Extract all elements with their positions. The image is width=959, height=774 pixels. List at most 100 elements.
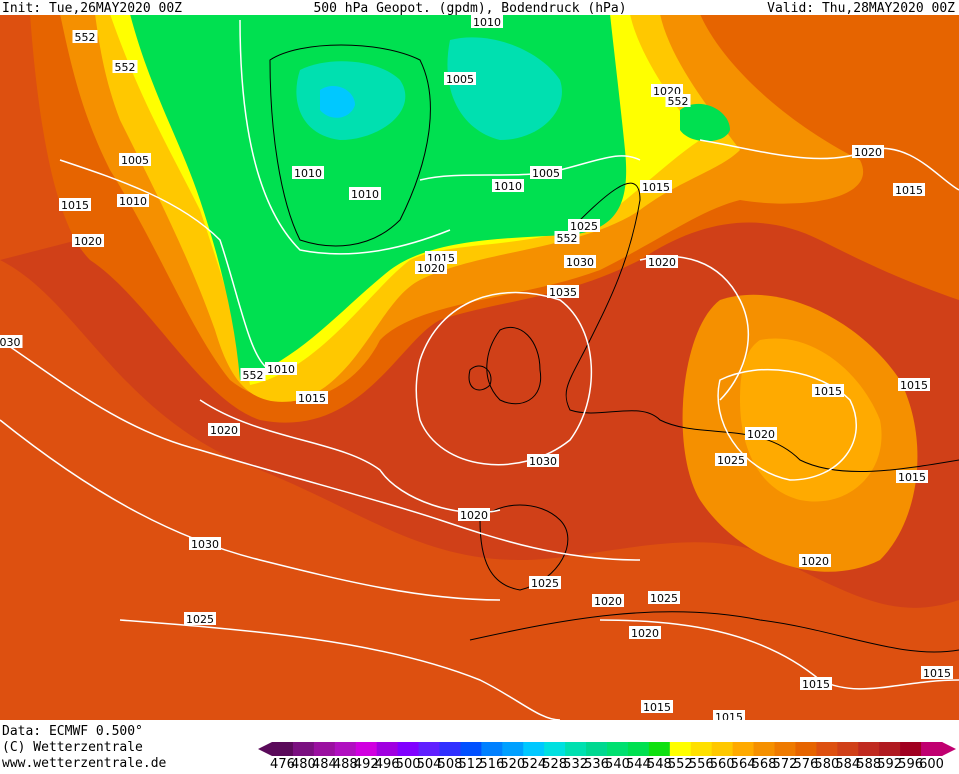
map-background	[0, 14, 959, 720]
contour-label: 1020	[210, 424, 238, 437]
colorbar-swatch	[397, 742, 420, 756]
colorbar-label: 552	[668, 757, 693, 770]
colorbar-label: 600	[919, 757, 944, 770]
contour-label-box	[444, 72, 476, 85]
colorbar-swatch	[648, 742, 671, 756]
contour-label: 1020	[648, 256, 676, 269]
colorbar-label: 528	[542, 757, 567, 770]
colorbar-swatch	[313, 742, 336, 756]
contour-label: 1005	[446, 73, 474, 86]
colorbar-label: 524	[521, 757, 546, 770]
contour-label-box	[72, 234, 104, 247]
contour-label: 1030	[566, 256, 594, 269]
colorbar-label: 492	[354, 757, 379, 770]
map-title: 500 hPa Geopot. (gpdm), Bodendruck (hPa)	[313, 1, 626, 16]
colorbar-swatch	[544, 742, 566, 756]
contour-label: 1010	[267, 363, 295, 376]
copyright: (C) Wetterzentrale	[2, 740, 143, 755]
contour-label: 1010	[294, 167, 322, 180]
colorbar-swatch	[837, 742, 859, 756]
contour-label: 1030	[191, 538, 219, 551]
contour-label: 1020	[417, 262, 445, 275]
contour-label: 1020	[74, 235, 102, 248]
contour-label-box	[265, 362, 297, 375]
contour-label-box	[812, 384, 844, 397]
valid-time: Valid: Thu,28MAY2020 00Z	[767, 1, 955, 16]
colorbar-label: 532	[563, 757, 588, 770]
contour-label-box	[568, 219, 600, 232]
contour-label-box	[492, 179, 524, 192]
contour-label: 1020	[854, 146, 882, 159]
contour-label-box	[296, 391, 328, 404]
contour-label-box	[646, 255, 678, 268]
contour-label-box	[745, 427, 777, 440]
colorbar-label: 548	[647, 757, 672, 770]
contour-label-box	[896, 470, 928, 483]
contour-label-box	[898, 378, 930, 391]
contour-label-box	[852, 145, 884, 158]
colorbar-label: 496	[375, 757, 400, 770]
contour-label-box	[530, 166, 562, 179]
contour-label-box	[471, 15, 503, 28]
colorbar-label: 588	[856, 757, 881, 770]
contour-label: 552	[75, 31, 96, 44]
colorbar-label: 500	[396, 757, 421, 770]
colorbar-label: 512	[458, 757, 483, 770]
colorbar-swatch	[774, 742, 796, 756]
contour-label-box	[713, 710, 745, 723]
colorbar-swatch	[292, 742, 315, 756]
colorbar-swatch	[669, 742, 692, 756]
coastlines	[269, 44, 959, 653]
contour-labels: 552 552 1005 1015 1010 1020 030 1010 1010 1010 100…	[0, 15, 953, 724]
contour-label: 1025	[717, 454, 745, 467]
contour-label-box	[648, 591, 680, 604]
contour-label: 1015	[898, 471, 926, 484]
colorbar-swatch	[921, 742, 943, 756]
colorbar-swatch	[418, 742, 440, 756]
colorbar-label: 476	[270, 757, 295, 770]
data-source: Data: ECMWF 0.500°	[2, 724, 143, 739]
colorbar-swatch	[502, 742, 524, 756]
contour-label-box	[527, 454, 559, 467]
website: www.wetterzentrale.de	[2, 756, 167, 770]
contour-label-box	[59, 198, 91, 211]
colorbar-swatch	[481, 742, 503, 756]
contour-label: 1020	[594, 595, 622, 608]
contour-label: 1015	[923, 667, 951, 680]
contour-label-box	[458, 508, 490, 521]
contour-label-box	[564, 255, 596, 268]
contour-label-box	[640, 180, 672, 193]
colorbar-label: 568	[752, 757, 777, 770]
colorbar-label: 596	[898, 757, 923, 770]
contour-label: 1015	[895, 184, 923, 197]
colorbar-swatch	[607, 742, 629, 756]
contour-label: 1025	[570, 220, 598, 233]
contour-label: 1020	[801, 555, 829, 568]
contour-label: 1025	[531, 577, 559, 590]
contour-label-box	[112, 60, 138, 73]
colorbar-swatch	[355, 742, 378, 756]
contour-label: 1010	[473, 16, 501, 29]
colorbar-swatch	[858, 742, 880, 756]
contour-label-box	[415, 261, 447, 274]
contour-label-box	[425, 251, 457, 264]
contour-label-box	[189, 537, 221, 550]
contour-label-box	[0, 335, 23, 348]
contour-label-box	[72, 30, 98, 43]
contour-label-box	[547, 285, 579, 298]
colorbar-arrow-right	[942, 742, 956, 756]
colorbar-swatch	[627, 742, 650, 756]
contour-label-box	[800, 677, 832, 690]
colorbar-swatch	[586, 742, 608, 756]
contour-label: 1010	[351, 188, 379, 201]
colorbar-label: 584	[835, 757, 860, 770]
contour-label: 552	[557, 232, 578, 245]
colorbar-swatch	[565, 742, 587, 756]
init-time: Init: Tue,26MAY2020 00Z	[2, 1, 182, 16]
colorbar-swatch	[753, 742, 775, 756]
contour-label: 1010	[119, 195, 147, 208]
colorbar-label: 516	[479, 757, 504, 770]
colorbar-swatch	[795, 742, 817, 756]
colorbar-swatch	[334, 742, 357, 756]
colorbar-label: 520	[500, 757, 525, 770]
